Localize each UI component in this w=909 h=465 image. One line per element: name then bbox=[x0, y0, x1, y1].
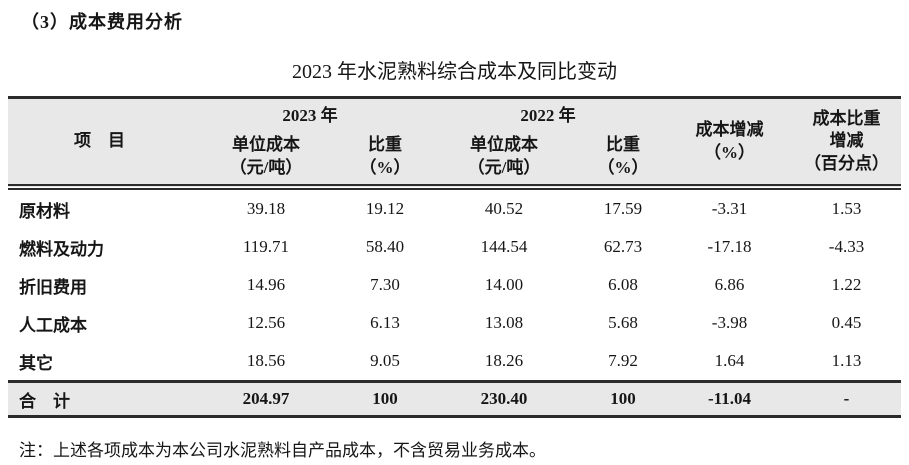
cell-item: 折旧费用 bbox=[8, 266, 191, 304]
header-ratio-change-line2: 增减 bbox=[829, 131, 864, 151]
header-ratio-line2: （%） bbox=[359, 157, 411, 177]
cell-cost-change: -17.18 bbox=[667, 228, 792, 266]
total-ratio-2022: 100 bbox=[579, 380, 667, 418]
header-cost-change: 成本增减 （%） bbox=[667, 97, 792, 190]
cell-cost-change: 6.86 bbox=[667, 266, 792, 304]
cell-ratio-change: 1.22 bbox=[792, 266, 901, 304]
header-unit-cost-line1: 单位成本 bbox=[470, 135, 538, 155]
cell-ratio-change: 1.53 bbox=[792, 187, 901, 228]
cell-item: 原材料 bbox=[8, 187, 191, 228]
header-cost-change-line1: 成本增减 bbox=[695, 120, 764, 140]
cell-cost-change: 1.64 bbox=[667, 342, 792, 382]
header-sub-row: 单位成本 （元/吨） 比重 （%） 单位成本 （元/吨） 比重 （%） bbox=[8, 129, 901, 190]
cell-ratio-2022: 5.68 bbox=[579, 304, 667, 342]
table-row: 原材料 39.18 19.12 40.52 17.59 -3.31 1.53 bbox=[8, 187, 901, 228]
cell-ratio-2023: 7.30 bbox=[341, 266, 429, 304]
cell-ratio-2023: 6.13 bbox=[341, 304, 429, 342]
cost-table: 项 目 2023 年 2022 年 成本增减 （%） 成本比重 增减 （百分点）… bbox=[8, 96, 901, 418]
cell-cost-2023: 18.56 bbox=[191, 342, 341, 382]
cell-ratio-2023: 9.05 bbox=[341, 342, 429, 382]
header-group-2022: 2022 年 bbox=[429, 97, 667, 129]
header-ratio-line2: （%） bbox=[597, 157, 649, 177]
total-row: 合 计 204.97 100 230.40 100 -11.04 - bbox=[8, 380, 901, 418]
cell-ratio-2022: 62.73 bbox=[579, 228, 667, 266]
total-cost-2022: 230.40 bbox=[429, 380, 579, 418]
cell-cost-2023: 14.96 bbox=[191, 266, 341, 304]
cell-ratio-2022: 7.92 bbox=[579, 342, 667, 382]
table-footer: 合 计 204.97 100 230.40 100 -11.04 - bbox=[8, 380, 901, 418]
table-row: 折旧费用 14.96 7.30 14.00 6.08 6.86 1.22 bbox=[8, 266, 901, 304]
header-ratio-change-line3: （百分点） bbox=[804, 153, 889, 173]
header-group-2023: 2023 年 bbox=[191, 97, 429, 129]
header-unit-cost-2023: 单位成本 （元/吨） bbox=[191, 129, 341, 190]
cell-ratio-2023: 58.40 bbox=[341, 228, 429, 266]
header-ratio-2022: 比重 （%） bbox=[579, 129, 667, 190]
header-cost-change-line2: （%） bbox=[704, 142, 755, 162]
total-cost-change: -11.04 bbox=[667, 380, 792, 418]
cell-item: 燃料及动力 bbox=[8, 228, 191, 266]
cell-ratio-change: 0.45 bbox=[792, 304, 901, 342]
cell-ratio-2023: 19.12 bbox=[341, 187, 429, 228]
table-row: 燃料及动力 119.71 58.40 144.54 62.73 -17.18 -… bbox=[8, 228, 901, 266]
cell-ratio-change: 1.13 bbox=[792, 342, 901, 382]
table-header: 项 目 2023 年 2022 年 成本增减 （%） 成本比重 增减 （百分点）… bbox=[8, 97, 901, 190]
cell-cost-2022: 40.52 bbox=[429, 187, 579, 228]
cell-cost-2022: 13.08 bbox=[429, 304, 579, 342]
cell-cost-change: -3.31 bbox=[667, 187, 792, 228]
cell-ratio-2022: 17.59 bbox=[579, 187, 667, 228]
header-ratio-line1: 比重 bbox=[368, 135, 402, 155]
section-heading: （3）成本费用分析 bbox=[21, 12, 183, 32]
header-item: 项 目 bbox=[8, 97, 191, 190]
header-unit-cost-line2: （元/吨） bbox=[467, 157, 541, 177]
cell-cost-2023: 12.56 bbox=[191, 304, 341, 342]
header-ratio-change: 成本比重 增减 （百分点） bbox=[792, 97, 901, 190]
cell-item: 其它 bbox=[8, 342, 191, 382]
table-title: 2023 年水泥熟料综合成本及同比变动 bbox=[292, 61, 617, 83]
table-row: 人工成本 12.56 6.13 13.08 5.68 -3.98 0.45 bbox=[8, 304, 901, 342]
total-ratio-2023: 100 bbox=[341, 380, 429, 418]
table-row: 其它 18.56 9.05 18.26 7.92 1.64 1.13 bbox=[8, 342, 901, 382]
total-ratio-change: - bbox=[792, 380, 901, 418]
header-unit-cost-line2: （元/吨） bbox=[229, 157, 303, 177]
header-ratio-line1: 比重 bbox=[606, 135, 640, 155]
cell-cost-2023: 119.71 bbox=[191, 228, 341, 266]
cell-cost-2022: 14.00 bbox=[429, 266, 579, 304]
total-cost-2023: 204.97 bbox=[191, 380, 341, 418]
cell-cost-2022: 18.26 bbox=[429, 342, 579, 382]
cell-ratio-2022: 6.08 bbox=[579, 266, 667, 304]
header-ratio-2023: 比重 （%） bbox=[341, 129, 429, 190]
cell-cost-change: -3.98 bbox=[667, 304, 792, 342]
header-unit-cost-line1: 单位成本 bbox=[232, 135, 300, 155]
cell-cost-2022: 144.54 bbox=[429, 228, 579, 266]
table-body: 原材料 39.18 19.12 40.52 17.59 -3.31 1.53 燃… bbox=[8, 187, 901, 382]
cell-item: 人工成本 bbox=[8, 304, 191, 342]
total-item: 合 计 bbox=[8, 380, 191, 418]
header-group-row: 项 目 2023 年 2022 年 成本增减 （%） 成本比重 增减 （百分点） bbox=[8, 97, 901, 190]
footnote: 注：上述各项成本为本公司水泥熟料自产品成本，不含贸易业务成本。 bbox=[19, 441, 546, 460]
header-ratio-change-line1: 成本比重 bbox=[812, 109, 881, 129]
cell-ratio-change: -4.33 bbox=[792, 228, 901, 266]
header-unit-cost-2022: 单位成本 （元/吨） bbox=[429, 129, 579, 190]
cell-cost-2023: 39.18 bbox=[191, 187, 341, 228]
